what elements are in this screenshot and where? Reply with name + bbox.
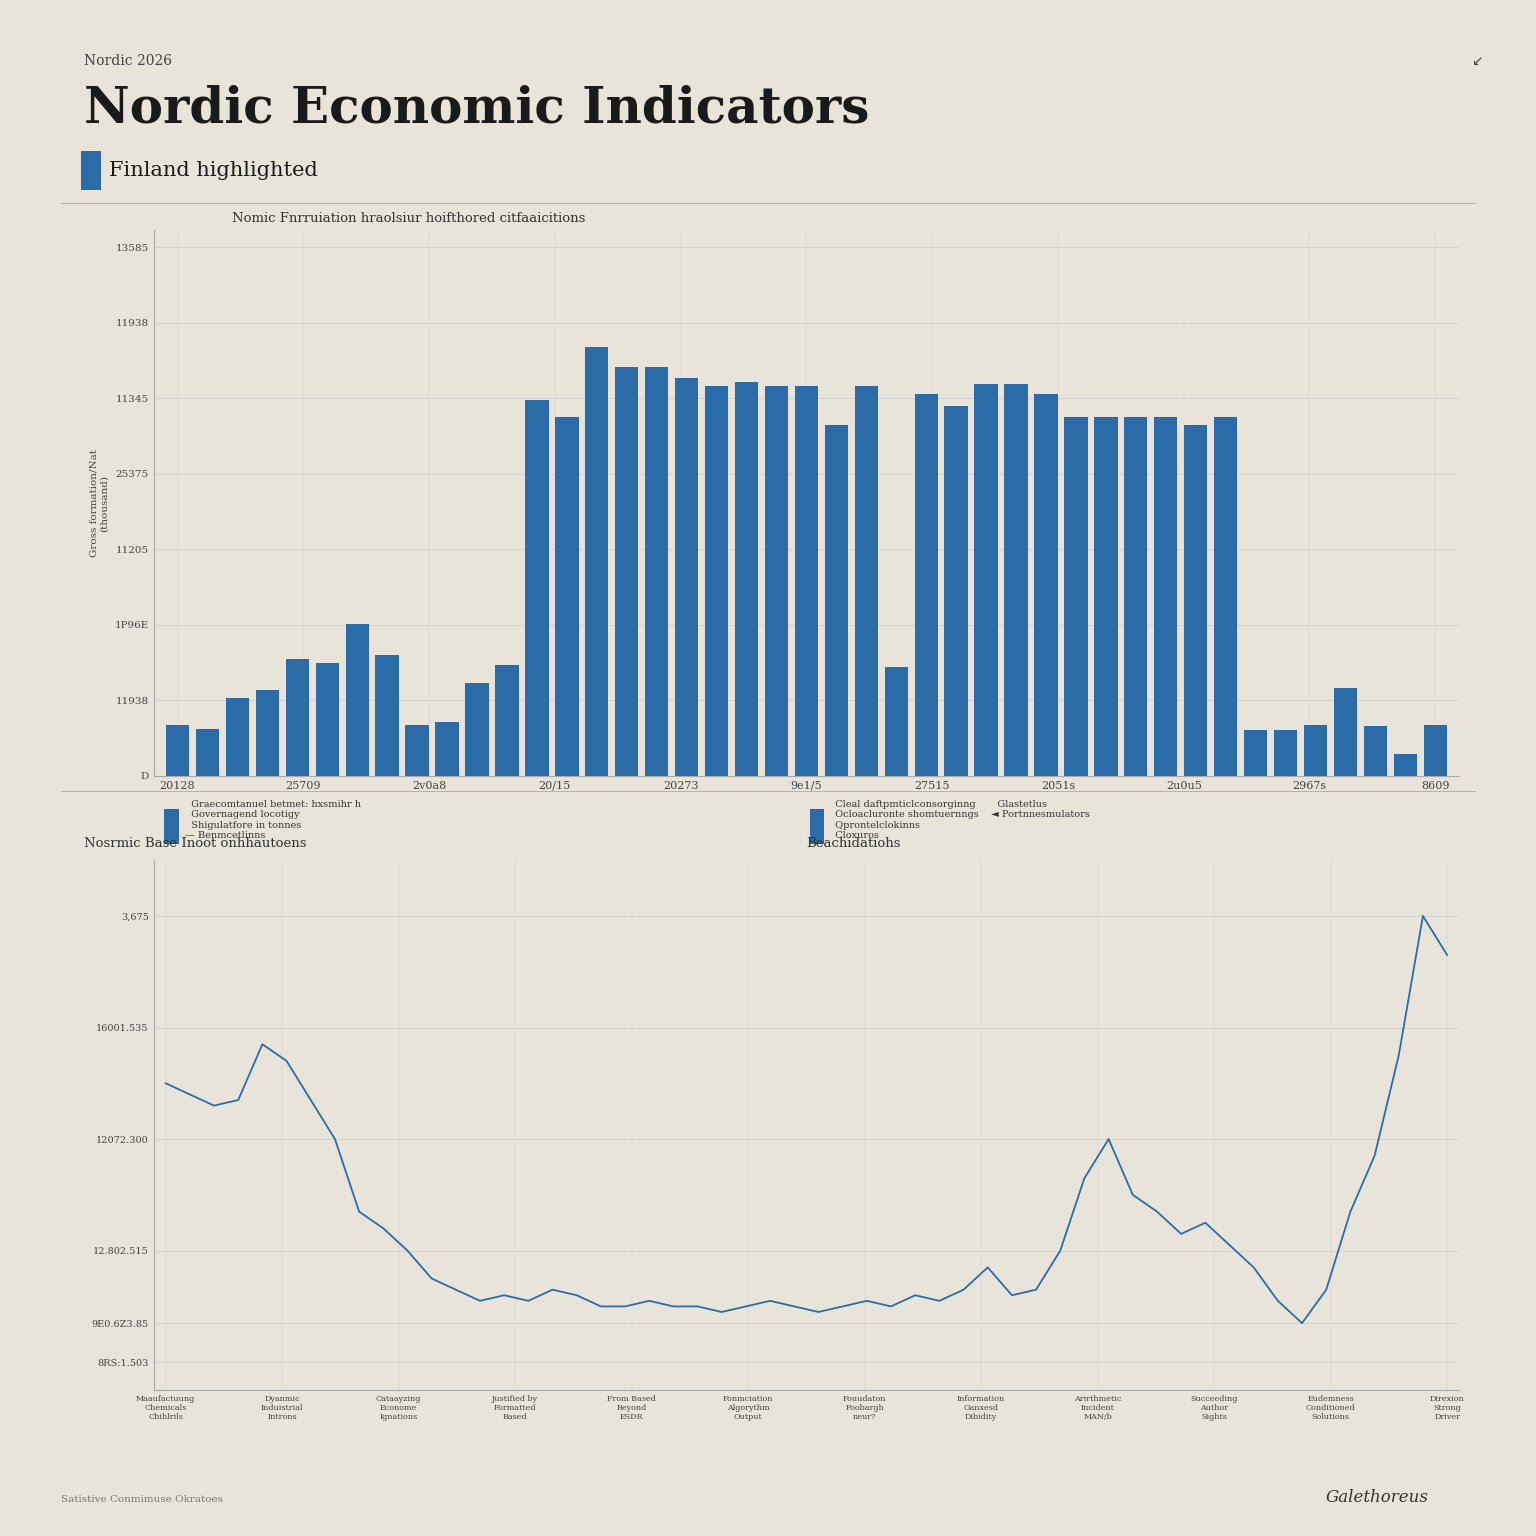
Bar <box>794 386 819 776</box>
Bar <box>734 382 759 776</box>
Bar <box>525 399 548 776</box>
Bar <box>825 425 848 776</box>
Bar <box>914 393 938 776</box>
Bar <box>1244 730 1267 776</box>
Bar <box>435 722 459 776</box>
Bar <box>1184 425 1207 776</box>
Bar <box>226 697 249 776</box>
Y-axis label: Gross formation/Nat
(thousand): Gross formation/Nat (thousand) <box>89 449 109 558</box>
Bar <box>705 386 728 776</box>
Bar <box>1064 418 1087 776</box>
Bar <box>1273 730 1298 776</box>
Text: Satistive Conmimuse Okratoes: Satistive Conmimuse Okratoes <box>61 1495 223 1504</box>
Bar <box>1213 418 1238 776</box>
Bar <box>1094 418 1118 776</box>
Bar <box>1005 384 1028 776</box>
Bar <box>164 809 178 843</box>
Bar <box>554 418 579 776</box>
Text: Nordic 2026: Nordic 2026 <box>84 54 172 68</box>
Bar <box>1364 727 1387 776</box>
Bar <box>645 367 668 776</box>
Text: ↙: ↙ <box>1470 54 1482 68</box>
Bar <box>854 386 879 776</box>
Bar <box>495 665 519 776</box>
Bar <box>81 151 101 190</box>
Bar <box>885 667 908 776</box>
Text: Nomic Fnrruiation hraolsiur hoifthored citfaaicitions: Nomic Fnrruiation hraolsiur hoifthored c… <box>232 212 585 226</box>
Bar <box>974 384 998 776</box>
Bar <box>1124 418 1147 776</box>
Bar <box>1154 418 1178 776</box>
Text: Nosrmic Base Inoot onhhautoens: Nosrmic Base Inoot onhhautoens <box>84 837 307 849</box>
Bar <box>406 725 429 776</box>
Text: Beachidatiohs: Beachidatiohs <box>806 837 902 849</box>
Bar <box>765 386 788 776</box>
Text: Nordic Economic Indicators: Nordic Economic Indicators <box>84 84 869 134</box>
Text: Finland highlighted: Finland highlighted <box>109 161 318 180</box>
Text: Graecomtanuel betmet: hxsmihr h
  Governagend locotigy
  Shigulatfore in tonnes
: Graecomtanuel betmet: hxsmihr h Governag… <box>184 800 361 840</box>
Bar <box>614 367 639 776</box>
Bar <box>945 406 968 776</box>
Bar <box>465 684 488 776</box>
Bar <box>375 654 399 776</box>
Text: Galethoreus: Galethoreus <box>1326 1490 1428 1507</box>
Bar <box>346 624 369 776</box>
Bar <box>809 809 823 843</box>
Text: Cleal daftpmticlconsorginng       Glastetlus
  Ocloacluronte shomtuernngs    ◄ P: Cleal daftpmticlconsorginng Glastetlus O… <box>829 800 1091 840</box>
Bar <box>195 730 220 776</box>
Bar <box>1034 393 1058 776</box>
Bar <box>166 725 189 776</box>
Bar <box>585 347 608 776</box>
Bar <box>674 378 699 776</box>
Bar <box>315 662 339 776</box>
Bar <box>1424 725 1447 776</box>
Bar <box>1333 688 1358 776</box>
Bar <box>286 659 309 776</box>
Bar <box>255 690 280 776</box>
Bar <box>1304 725 1327 776</box>
Bar <box>1393 754 1418 776</box>
